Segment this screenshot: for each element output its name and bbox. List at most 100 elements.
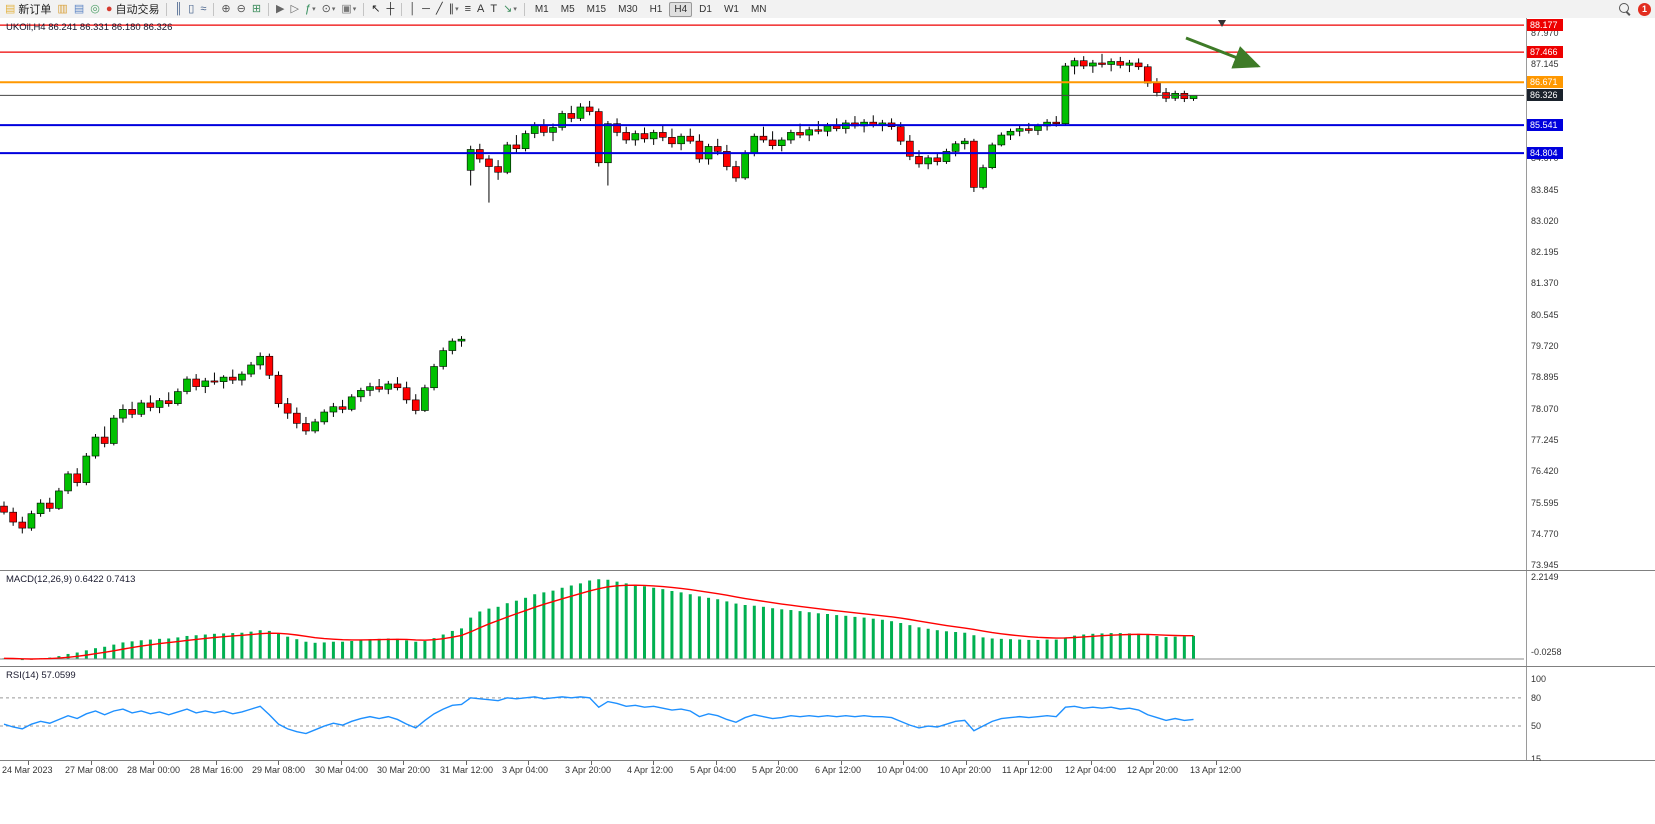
macd-axis-top: 2.2149 bbox=[1531, 572, 1559, 582]
time-axis-label: 5 Apr 20:00 bbox=[752, 765, 799, 775]
line-chart-icon[interactable]: ≈ bbox=[198, 1, 208, 17]
chart-shift-icon[interactable]: ▷ bbox=[289, 1, 301, 17]
timeframe-button-D1[interactable]: D1 bbox=[699, 3, 712, 15]
timeframe-button-H4[interactable]: H4 bbox=[669, 1, 693, 17]
price-level-badge-88.177: 88.177 bbox=[1527, 19, 1563, 32]
data-window-icon[interactable]: ▤ bbox=[72, 1, 86, 17]
price-axis-label: 83.020 bbox=[1531, 215, 1559, 226]
periods-icon[interactable]: ⊙ ▾ bbox=[320, 1, 338, 17]
time-axis[interactable]: 24 Mar 2023 27 Mar 08:00 28 Mar 00:00 28 Ma… bbox=[0, 761, 1655, 785]
timeframe-button-H1[interactable]: H1 bbox=[649, 3, 663, 15]
text-label-icon[interactable]: T bbox=[488, 1, 499, 17]
time-axis-tick bbox=[1153, 761, 1154, 765]
macd-panel[interactable]: MACD(12,26,9) 0.6422 0.7413 2.2149 -0.025… bbox=[0, 571, 1655, 667]
time-axis-tick bbox=[841, 761, 842, 765]
tile-windows-icon[interactable]: ⊞ bbox=[250, 1, 263, 17]
candlestick-chart-icon[interactable]: ▯ bbox=[186, 1, 196, 17]
trend-arrow-annotation[interactable] bbox=[1185, 36, 1261, 69]
zoom-in-icon[interactable]: ⊕ bbox=[219, 1, 232, 17]
trendline-icon: ╱ bbox=[435, 3, 443, 15]
crosshair-icon[interactable]: ┼ bbox=[385, 1, 397, 17]
price-axis[interactable]: 87.97087.14586.32085.49584.67083.84583.0… bbox=[1526, 18, 1655, 570]
chevron-down-icon: ▾ bbox=[312, 6, 316, 13]
time-axis-label: 12 Apr 20:00 bbox=[1127, 765, 1179, 775]
templates-icon[interactable]: ▣ ▾ bbox=[339, 1, 358, 17]
time-axis-label: 4 Apr 12:00 bbox=[627, 765, 674, 775]
timeframe-button-MN[interactable]: MN bbox=[750, 3, 767, 15]
equidistant-channel-icon[interactable]: ∥ ▾ bbox=[447, 1, 461, 17]
timeframe-button-M30[interactable]: M30 bbox=[618, 3, 638, 15]
timeframe-button-M15[interactable]: M15 bbox=[586, 3, 607, 15]
rsi-axis-label: 50 bbox=[1531, 721, 1542, 732]
rsi-panel[interactable]: RSI(14) 57.0599 100 80 50 15 bbox=[0, 667, 1655, 764]
time-axis-tick bbox=[341, 761, 342, 765]
time-axis-label: 13 Apr 12:00 bbox=[1190, 765, 1242, 775]
price-axis-label: 76.420 bbox=[1531, 466, 1559, 477]
auto-trading-button[interactable]: ● 自动交易 bbox=[104, 1, 162, 17]
toolbar-buttons: ▤ 新订单 ▥ ▤ ◎ ● 自动交易 ║ ▯ ≈ ⊕ ⊖ ⊞ ▶ ▷ ƒ ▾ ⊙ ▾ ▣ ▾ ↖ ┼ │ ─ ╱ ∥ ▾ ≡ A T ↘ ▾ M1… bbox=[0, 0, 773, 18]
price-level-badge-85.541: 85.541 bbox=[1527, 119, 1563, 132]
fibonacci-icon: ≡ bbox=[464, 3, 472, 15]
price-axis-label: 75.595 bbox=[1531, 497, 1559, 508]
indicators-icon[interactable]: ƒ ▾ bbox=[303, 1, 318, 17]
time-axis-label: 28 Mar 00:00 bbox=[127, 765, 181, 775]
market-watch-icon[interactable]: ▥ bbox=[55, 1, 69, 17]
time-axis-tick bbox=[653, 761, 654, 765]
arrows-icon[interactable]: ↘ ▾ bbox=[501, 1, 519, 17]
navigator-icon: ◎ bbox=[90, 3, 100, 15]
toolbar-separator bbox=[166, 2, 168, 16]
auto-scroll-icon: ▶ bbox=[276, 3, 285, 15]
price-axis-label: 82.195 bbox=[1531, 247, 1559, 258]
chart-shift-marker[interactable] bbox=[1218, 20, 1226, 27]
fibonacci-icon[interactable]: ≡ bbox=[463, 1, 473, 17]
search-icon[interactable] bbox=[1618, 2, 1632, 16]
time-axis-tick bbox=[528, 761, 529, 765]
main-chart-panel[interactable]: UKOil,H4 86.241 86.331 86.180 86.326 87.… bbox=[0, 18, 1655, 571]
candlestick-chart-icon: ▯ bbox=[188, 3, 195, 15]
new-order-button[interactable]: ▤ 新订单 bbox=[3, 1, 53, 17]
horizontal-line-icon[interactable]: ─ bbox=[420, 1, 432, 17]
price-level-badge-87.466: 87.466 bbox=[1527, 46, 1563, 59]
timeframe-button-W1[interactable]: W1 bbox=[723, 3, 739, 15]
notification-badge[interactable]: 1 bbox=[1638, 2, 1651, 16]
price-axis-label: 73.945 bbox=[1531, 560, 1559, 571]
time-axis-tick bbox=[1216, 761, 1217, 765]
time-axis-label: 29 Mar 08:00 bbox=[252, 765, 306, 775]
navigator-icon[interactable]: ◎ bbox=[88, 1, 102, 17]
timeframe-button-M1[interactable]: M1 bbox=[534, 3, 549, 15]
toolbar-right: 1 bbox=[1618, 2, 1655, 16]
zoom-out-icon: ⊖ bbox=[236, 3, 246, 15]
price-axis-label: 78.070 bbox=[1531, 403, 1559, 414]
toolbar-separator bbox=[363, 2, 365, 16]
price-level-badge-86.326: 86.326 bbox=[1527, 89, 1563, 102]
timeframe-button-M5[interactable]: M5 bbox=[560, 3, 575, 15]
text-label-icon: T bbox=[490, 3, 498, 15]
price-axis-label: 87.970 bbox=[1531, 28, 1559, 38]
time-axis-tick bbox=[466, 761, 467, 765]
vertical-line-icon[interactable]: │ bbox=[407, 1, 418, 17]
toolbar-separator bbox=[523, 2, 525, 16]
time-axis-tick bbox=[778, 761, 779, 765]
price-axis-label: 74.770 bbox=[1531, 528, 1559, 539]
chevron-down-icon: ▾ bbox=[513, 6, 517, 13]
toolbar-separator bbox=[401, 2, 403, 16]
candlestick-chart[interactable] bbox=[0, 18, 1527, 570]
auto-scroll-icon[interactable]: ▶ bbox=[274, 1, 286, 17]
line-chart-icon: ≈ bbox=[200, 3, 207, 15]
bar-chart-icon[interactable]: ║ bbox=[172, 1, 184, 17]
toolbar-separator bbox=[268, 2, 270, 16]
macd-axis-bottom: -0.0258 bbox=[1531, 647, 1562, 657]
time-axis-tick bbox=[216, 761, 217, 765]
zoom-out-icon[interactable]: ⊖ bbox=[235, 1, 248, 17]
time-axis-tick bbox=[716, 761, 717, 765]
cursor-icon[interactable]: ↖ bbox=[369, 1, 382, 17]
time-axis-label: 30 Mar 04:00 bbox=[315, 765, 369, 775]
time-axis-label: 31 Mar 12:00 bbox=[440, 765, 494, 775]
text-icon[interactable]: A bbox=[475, 1, 486, 17]
indicators-icon: ƒ bbox=[304, 3, 312, 15]
trendline-icon[interactable]: ╱ bbox=[434, 1, 445, 17]
time-axis-label: 30 Mar 20:00 bbox=[377, 765, 431, 775]
time-axis-tick bbox=[903, 761, 904, 765]
time-axis-label: 6 Apr 12:00 bbox=[815, 765, 862, 775]
new-order-button-label: 新订单 bbox=[18, 4, 52, 16]
